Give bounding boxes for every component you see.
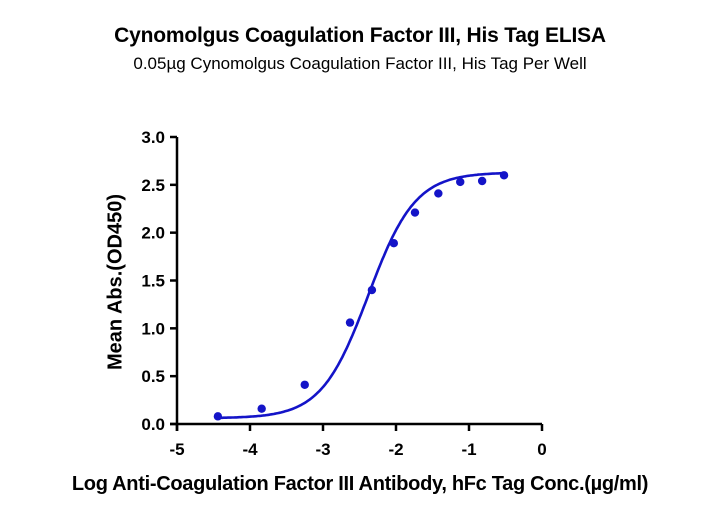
data-point (477, 176, 487, 186)
data-point (345, 318, 355, 327)
fit-curve (217, 171, 504, 420)
x-tick-label: -1 (461, 440, 476, 459)
y-tick-label: 0.0 (141, 415, 165, 434)
y-tick-label: 2.5 (141, 176, 165, 195)
y-tick-label: 0.5 (141, 367, 165, 386)
chart-subtitle: 0.05µg Cynomolgus Coagulation Factor III… (133, 54, 587, 73)
data-points (213, 171, 509, 421)
data-point (257, 404, 266, 413)
data-point (410, 208, 420, 217)
data-point (213, 412, 223, 421)
y-tick-label: 1.5 (141, 272, 165, 291)
y-tick-label: 3.0 (141, 128, 165, 147)
data-point (456, 177, 465, 187)
x-axis-label: Log Anti-Coagulation Factor III Antibody… (71, 473, 649, 495)
data-point (499, 171, 509, 180)
data-point (389, 238, 399, 248)
chart-title: Cynomolgus Coagulation Factor III, His T… (114, 24, 606, 47)
axes: 0.0 0.5 1.0 1.5 2.0 2.5 3.0 -5 -4 -3 -2 -1 0 (141, 128, 546, 459)
y-tick-label: 2.0 (141, 224, 165, 243)
x-tick-label: 0 (537, 440, 546, 459)
data-point (434, 189, 443, 198)
x-tick-label: -3 (315, 440, 330, 459)
y-axis-label: Mean Abs.(OD450) (104, 194, 127, 370)
x-tick-label: -2 (388, 440, 403, 459)
fit-curve-line (217, 171, 504, 420)
x-tick-label: -5 (169, 440, 184, 459)
data-point (300, 380, 309, 389)
y-tick-label: 1.0 (141, 319, 165, 338)
x-tick-label: -4 (242, 440, 258, 459)
data-point (367, 285, 377, 295)
